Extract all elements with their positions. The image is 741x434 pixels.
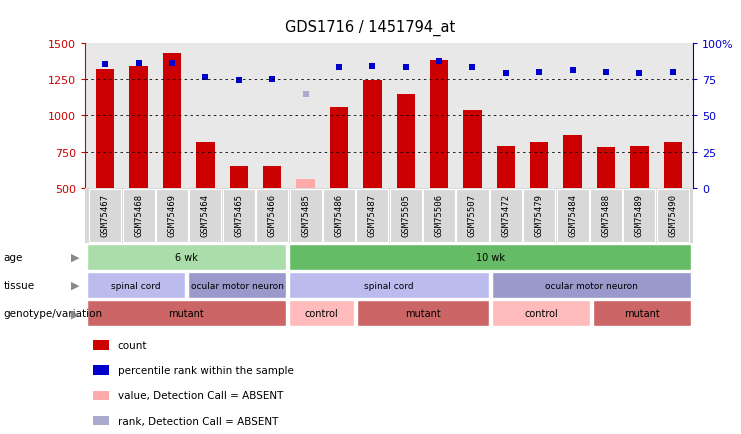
Bar	[190, 190, 222, 242]
Text: ▶: ▶	[71, 280, 79, 290]
FancyBboxPatch shape	[491, 301, 591, 326]
Text: GSM75466: GSM75466	[268, 193, 276, 236]
Text: ▶: ▶	[71, 309, 79, 319]
Bar	[556, 190, 588, 242]
Text: GSM75486: GSM75486	[334, 193, 343, 236]
FancyBboxPatch shape	[491, 273, 691, 298]
Text: control: control	[524, 309, 558, 319]
Bar	[89, 190, 122, 242]
Text: mutant: mutant	[169, 309, 205, 319]
Bar	[122, 190, 155, 242]
Text: GSM75487: GSM75487	[368, 193, 377, 236]
Text: GSM75467: GSM75467	[101, 193, 110, 236]
Bar	[290, 190, 322, 242]
Text: GSM75490: GSM75490	[668, 193, 677, 236]
Bar	[456, 190, 488, 242]
Bar	[463, 111, 482, 189]
Text: GSM75472: GSM75472	[502, 193, 511, 236]
Text: ocular motor neuron: ocular motor neuron	[545, 281, 638, 290]
Bar	[623, 190, 656, 242]
Text: tissue: tissue	[4, 280, 35, 290]
Bar	[430, 61, 448, 189]
Bar	[597, 148, 615, 189]
Text: control: control	[305, 309, 339, 319]
Bar	[657, 190, 689, 242]
Bar	[590, 190, 622, 242]
Text: spinal cord: spinal cord	[365, 281, 413, 290]
FancyBboxPatch shape	[289, 301, 354, 326]
Text: GSM75506: GSM75506	[435, 193, 444, 236]
Bar	[256, 190, 288, 242]
FancyBboxPatch shape	[187, 273, 287, 298]
Bar	[130, 67, 147, 189]
Bar	[423, 190, 455, 242]
Bar	[363, 81, 382, 189]
Bar	[496, 147, 515, 189]
FancyBboxPatch shape	[593, 301, 691, 326]
Text: spinal cord: spinal cord	[111, 281, 161, 290]
Text: genotype/variation: genotype/variation	[4, 309, 103, 319]
Bar	[296, 180, 315, 189]
Bar	[230, 167, 248, 189]
Text: mutant: mutant	[405, 309, 441, 319]
Bar	[396, 95, 415, 189]
Text: GSM75479: GSM75479	[535, 193, 544, 236]
Bar	[523, 190, 555, 242]
Text: 10 wk: 10 wk	[476, 252, 505, 262]
Text: GSM75484: GSM75484	[568, 193, 577, 236]
Text: GSM75505: GSM75505	[401, 193, 411, 236]
Bar	[263, 167, 282, 189]
Text: mutant: mutant	[625, 309, 660, 319]
Text: GSM75468: GSM75468	[134, 193, 143, 236]
Bar	[664, 142, 682, 189]
Text: GDS1716 / 1451794_at: GDS1716 / 1451794_at	[285, 20, 456, 36]
Bar	[330, 107, 348, 189]
Text: age: age	[4, 252, 23, 262]
Bar	[163, 53, 182, 189]
FancyBboxPatch shape	[289, 273, 489, 298]
FancyBboxPatch shape	[87, 273, 185, 298]
FancyBboxPatch shape	[87, 301, 287, 326]
Bar	[96, 69, 114, 189]
Text: GSM75485: GSM75485	[301, 193, 310, 236]
Text: ▶: ▶	[71, 252, 79, 262]
Text: percentile rank within the sample: percentile rank within the sample	[118, 365, 293, 375]
Bar	[323, 190, 355, 242]
Bar	[530, 142, 548, 189]
Text: GSM75469: GSM75469	[167, 193, 176, 236]
Text: value, Detection Call = ABSENT: value, Detection Call = ABSENT	[118, 391, 283, 400]
FancyBboxPatch shape	[289, 244, 691, 270]
Bar	[563, 136, 582, 189]
Text: GSM75489: GSM75489	[635, 193, 644, 236]
Text: rank, Detection Call = ABSENT: rank, Detection Call = ABSENT	[118, 416, 278, 425]
Bar	[196, 142, 215, 189]
Text: GSM75465: GSM75465	[234, 193, 243, 236]
Text: ocular motor neuron: ocular motor neuron	[190, 281, 284, 290]
Bar	[631, 147, 648, 189]
Bar	[156, 190, 188, 242]
FancyBboxPatch shape	[356, 301, 489, 326]
Bar	[390, 190, 422, 242]
Bar	[223, 190, 255, 242]
Text: GSM75507: GSM75507	[468, 193, 477, 236]
FancyBboxPatch shape	[87, 244, 287, 270]
Text: GSM75464: GSM75464	[201, 193, 210, 236]
Text: GSM75488: GSM75488	[602, 193, 611, 236]
Text: count: count	[118, 340, 147, 350]
Bar	[490, 190, 522, 242]
Bar	[356, 190, 388, 242]
Text: 6 wk: 6 wk	[175, 252, 198, 262]
